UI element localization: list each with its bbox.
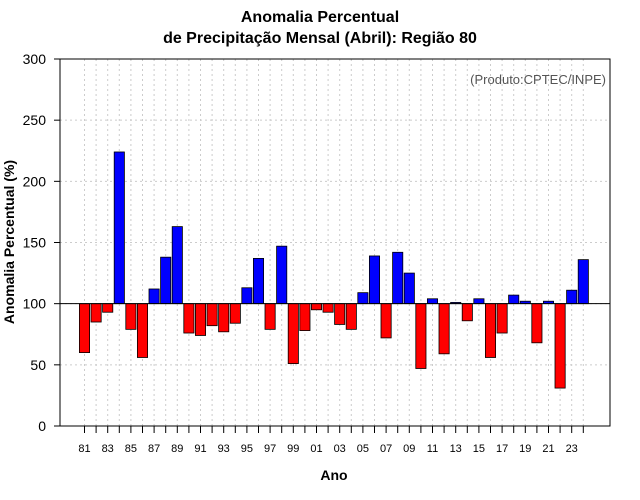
bar-layer xyxy=(79,151,589,389)
bar-99 xyxy=(287,303,299,365)
bar-08 xyxy=(392,251,404,305)
x-tick-label: 95 xyxy=(241,443,253,455)
bar-12 xyxy=(438,303,450,355)
bar-94 xyxy=(229,303,241,324)
bar-95 xyxy=(241,287,253,305)
x-tick-label: 91 xyxy=(194,443,206,455)
bar-91 xyxy=(194,303,206,336)
bar-06 xyxy=(368,255,380,305)
x-tick-label: 99 xyxy=(287,443,299,455)
bar-82 xyxy=(90,303,102,323)
x-tick-label: 21 xyxy=(542,443,554,455)
bar-96 xyxy=(252,258,264,305)
bar-02 xyxy=(322,303,334,313)
y-axis-label: Anomalia Percentual (%) xyxy=(1,159,17,325)
chart-title: Anomalia Percentual xyxy=(240,9,400,26)
x-tick-label: 85 xyxy=(125,443,137,455)
bar-84 xyxy=(113,151,125,305)
credit-label: (Produto:CPTEC/INPE) xyxy=(470,72,606,87)
bar-03 xyxy=(334,303,346,325)
bar-15 xyxy=(473,298,485,305)
y-tick-label: 300 xyxy=(23,51,47,67)
x-tick-label: 23 xyxy=(566,443,578,455)
bar-81 xyxy=(79,303,91,353)
bar-24 xyxy=(577,259,589,305)
bar-09 xyxy=(403,272,415,305)
x-tick-label: 07 xyxy=(380,443,392,455)
bar-18 xyxy=(508,294,520,305)
bar-22 xyxy=(554,303,566,389)
x-axis-label: Ano xyxy=(320,467,348,483)
x-tick-label: 83 xyxy=(102,443,114,455)
x-tick-label: 89 xyxy=(171,443,183,455)
bar-01 xyxy=(310,303,322,311)
bar-87 xyxy=(148,288,160,305)
bar-83 xyxy=(102,303,114,313)
y-tick-label: 250 xyxy=(23,112,47,128)
bar-14 xyxy=(461,303,473,322)
bar-16 xyxy=(484,303,496,358)
x-tick-label: 11 xyxy=(427,443,438,455)
bar-10 xyxy=(415,303,427,369)
x-tick-label: 13 xyxy=(450,443,462,455)
bar-20 xyxy=(531,303,543,344)
y-tick-label: 100 xyxy=(23,296,47,312)
x-tick-label: 97 xyxy=(264,443,276,455)
x-tick-label: 19 xyxy=(519,443,531,455)
x-tick-label: 03 xyxy=(334,443,346,455)
bar-90 xyxy=(183,303,195,334)
y-tick-label: 200 xyxy=(23,173,47,189)
bar-86 xyxy=(136,303,148,358)
bar-23 xyxy=(566,289,578,305)
y-tick-label: 150 xyxy=(23,235,47,251)
bar-07 xyxy=(380,303,392,339)
x-tick-label: 87 xyxy=(148,443,160,455)
bar-92 xyxy=(206,303,218,327)
bar-89 xyxy=(171,226,183,305)
x-tick-label: 81 xyxy=(78,443,90,455)
bar-88 xyxy=(160,256,172,305)
x-tick-label: 09 xyxy=(403,443,415,455)
y-tick-label: 50 xyxy=(30,357,46,373)
chart-subtitle: de Precipitação Mensal (Abril): Região 8… xyxy=(163,30,477,47)
bar-97 xyxy=(264,303,276,330)
bar-04 xyxy=(345,303,357,330)
bar-00 xyxy=(299,303,311,331)
bar-17 xyxy=(496,303,508,334)
x-tick-label: 01 xyxy=(310,443,322,455)
bar-05 xyxy=(357,292,369,305)
y-tick-label: 0 xyxy=(38,418,46,434)
bar-98 xyxy=(276,245,288,305)
bar-93 xyxy=(218,303,230,333)
bar-11 xyxy=(426,298,438,305)
x-tick-label: 17 xyxy=(496,443,508,455)
x-tick-label: 93 xyxy=(218,443,230,455)
grid-layer xyxy=(60,58,610,427)
bar-85 xyxy=(125,303,137,330)
x-tick-label: 05 xyxy=(357,443,369,455)
x-tick-label: 15 xyxy=(473,443,485,455)
